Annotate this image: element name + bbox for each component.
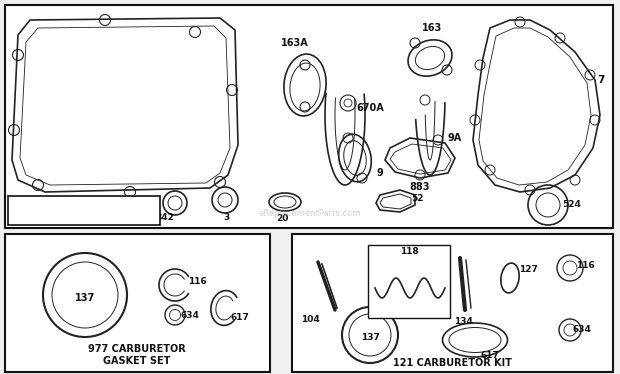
Text: 617: 617 [231, 313, 249, 322]
Text: 163: 163 [422, 23, 442, 33]
Text: 127: 127 [518, 266, 538, 275]
Text: 617: 617 [480, 350, 500, 359]
Text: 3: 3 [224, 212, 230, 221]
Bar [292, 234, 613, 372]
Text: 116: 116 [188, 278, 206, 286]
Text: GASKET SET: GASKET SET [104, 356, 170, 366]
Text: 134: 134 [454, 318, 472, 327]
Text: eReplacementParts.com: eReplacementParts.com [259, 208, 361, 218]
Text: 358 GASKET SET: 358 GASKET SET [35, 206, 133, 216]
Text: 634: 634 [572, 325, 591, 334]
Bar [5, 234, 270, 372]
Text: 7: 7 [597, 75, 604, 85]
Text: 118: 118 [400, 246, 419, 255]
Bar [5, 5, 613, 228]
Text: 842: 842 [156, 212, 174, 221]
Text: 116: 116 [575, 261, 595, 270]
Text: 20: 20 [276, 214, 288, 223]
Text: 9A: 9A [448, 133, 462, 143]
Text: 104: 104 [301, 316, 319, 325]
Text: 634: 634 [180, 310, 200, 319]
Text: 883: 883 [410, 182, 430, 192]
Text: 670A: 670A [356, 103, 384, 113]
Text: 12: 12 [29, 201, 42, 211]
Bar [8, 196, 160, 225]
Text: 137: 137 [75, 293, 95, 303]
Text: 137: 137 [361, 332, 379, 341]
Text: 977 CARBURETOR: 977 CARBURETOR [88, 344, 186, 354]
Bar [368, 245, 450, 318]
Text: 163A: 163A [281, 38, 309, 48]
Text: 9: 9 [376, 168, 383, 178]
Text: 121 CARBURETOR KIT: 121 CARBURETOR KIT [392, 358, 511, 368]
Text: 52: 52 [412, 193, 424, 202]
Text: 524: 524 [562, 199, 582, 208]
